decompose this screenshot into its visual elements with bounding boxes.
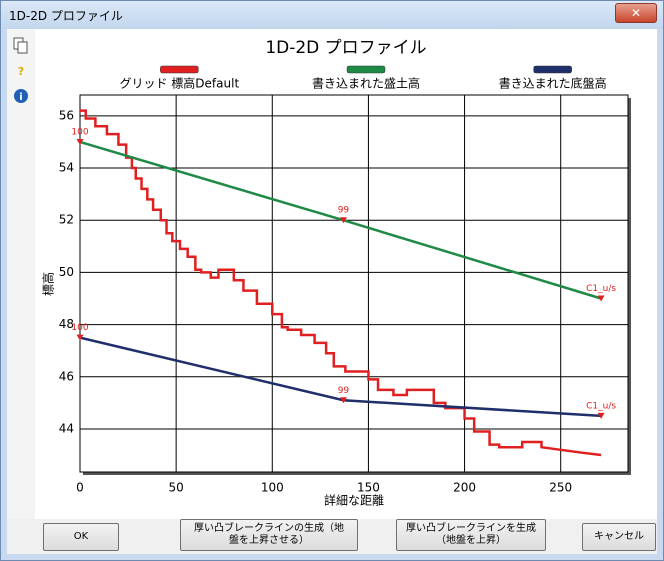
- legend-label: 書き込まれた盛土高: [312, 76, 420, 91]
- point-marker: [339, 397, 347, 404]
- point-label: C1_u/s: [586, 401, 616, 411]
- info-icon-glyph: i: [19, 92, 22, 103]
- point-label: 99: [338, 206, 350, 216]
- point-marker: [597, 412, 605, 419]
- info-icon[interactable]: [14, 89, 28, 103]
- plot-area: [79, 94, 629, 473]
- y-tick-label: 48: [59, 317, 74, 331]
- point-marker: [76, 334, 84, 341]
- button-bar: OK 厚い凸ブレークラインの生成（地 盤を上昇させる） 厚い凸ブレークラインを生…: [7, 519, 657, 554]
- y-tick-label: 52: [59, 213, 74, 227]
- point-marker: [597, 295, 605, 302]
- y-tick-label: 44: [59, 421, 74, 435]
- legend-swatch: [160, 65, 199, 74]
- chart-title: 1D-2D プロファイル: [265, 38, 426, 58]
- y-tick-label: 56: [59, 108, 74, 122]
- y-axis-label: 標高: [41, 272, 56, 296]
- y-tick-label: 46: [59, 369, 74, 383]
- point-label: C1_u/s: [586, 284, 616, 294]
- y-tick-label: 54: [59, 161, 74, 175]
- point-label: 99: [338, 386, 350, 396]
- chart: 1D-2D プロファイル 詳細な距離 標高 0 50 100 150 200 250 44 4…: [41, 38, 631, 508]
- point-marker: [76, 138, 84, 145]
- x-tick-label: 0: [76, 481, 84, 495]
- point-marker: [339, 217, 347, 224]
- x-tick-label: 100: [261, 481, 284, 495]
- help-icon[interactable]: ?: [18, 65, 24, 78]
- point-label: 100: [71, 323, 88, 333]
- x-tick-label: 250: [549, 481, 572, 495]
- ok-button[interactable]: OK: [43, 523, 119, 551]
- copy-icon-back: [17, 41, 28, 54]
- title-bar: 1D-2D プロファイル ✕: [1, 1, 663, 29]
- x-tick-label: 200: [453, 481, 476, 495]
- legend-label: グリッド 標高Default: [119, 76, 239, 91]
- x-axis-label: 詳細な距離: [324, 493, 384, 508]
- y-tick-label: 50: [59, 265, 74, 279]
- legend-label: 書き込まれた底盤高: [499, 76, 607, 91]
- close-button[interactable]: ✕: [615, 3, 657, 23]
- legend-swatch: [346, 65, 386, 74]
- window-title: 1D-2D プロファイル: [9, 9, 123, 23]
- raise-ground-button[interactable]: 厚い凸ブレークラインの生成（地 盤を上昇させる）: [180, 519, 358, 551]
- toolbar: ? i: [7, 29, 35, 519]
- point-label: 100: [71, 127, 88, 137]
- x-tick-label: 150: [357, 481, 380, 495]
- generate-button[interactable]: 厚い凸ブレークラインを生成 （地盤を上昇）: [396, 519, 546, 551]
- cancel-button[interactable]: キャンセル: [582, 523, 656, 551]
- legend-swatch: [533, 65, 572, 74]
- x-tick-label: 50: [168, 481, 183, 495]
- toolbar-icons: ? i: [13, 37, 28, 103]
